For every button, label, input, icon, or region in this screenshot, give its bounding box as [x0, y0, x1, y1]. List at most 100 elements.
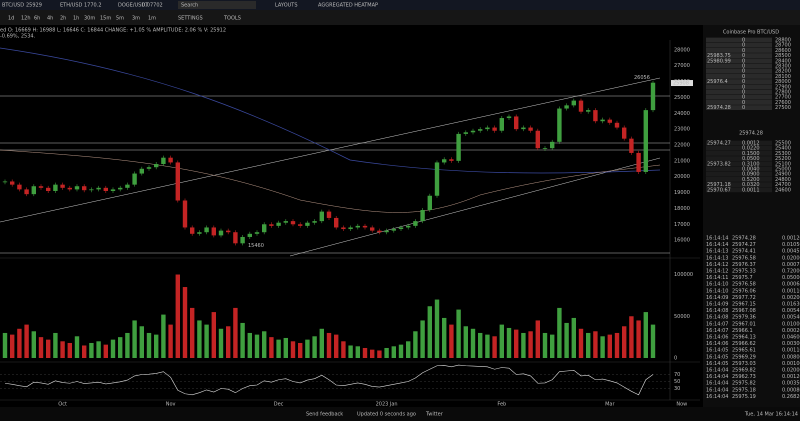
candle [31, 186, 36, 195]
trade-price: 25969.82 [732, 368, 756, 374]
volume-bar [377, 350, 382, 358]
candle [276, 222, 281, 226]
volume-bar [622, 326, 627, 358]
orderbook-price: 25974.28 [707, 105, 731, 111]
volume-bar [391, 346, 396, 358]
candle [319, 211, 324, 222]
orderbook-level: 24900 [775, 172, 791, 178]
timeframe[interactable]: 1d [8, 16, 14, 22]
volume-bar [197, 320, 202, 358]
orderbook-row [706, 48, 772, 53]
orderbook-title: Coinbase Pro BTC/USD [723, 30, 779, 36]
timeframe[interactable]: 12h [21, 16, 31, 22]
footer-link[interactable]: Twitter [425, 412, 444, 418]
volume-bar [269, 337, 274, 358]
candle [643, 110, 648, 172]
trade-size: 0.00300 [782, 341, 800, 347]
trade-time: 16:14:14 [706, 242, 728, 248]
candle [38, 186, 44, 188]
candle [67, 187, 72, 190]
candle [154, 164, 159, 168]
candle [463, 132, 468, 134]
orderbook-level: 27800 [775, 90, 791, 96]
trade-time: 16:14:04 [706, 374, 728, 380]
timeframe[interactable]: 1m [148, 16, 156, 22]
trade-time: 16:14:06 [706, 341, 728, 347]
moving-average [0, 47, 661, 174]
orderbook-row [706, 53, 772, 58]
candle [355, 225, 360, 228]
volume-bar [305, 339, 310, 358]
candle [175, 162, 180, 201]
y-tick-label: 18000 [674, 206, 690, 212]
candle [614, 122, 620, 128]
timeframe[interactable]: 30m [84, 16, 95, 22]
candle [420, 210, 425, 222]
toolbar-item[interactable]: SETTINGS [178, 16, 203, 22]
volume-bar [312, 336, 317, 358]
volume-bar [53, 332, 58, 358]
candle [514, 116, 519, 130]
orderbook-size: 0.0220 [742, 146, 760, 152]
footer-link[interactable]: Send feedback [306, 412, 343, 418]
menu-item[interactable]: AGGREGATED HEATMAP [318, 3, 378, 9]
orderbook-size: 0 [742, 95, 745, 101]
orderbook-level: 25000 [775, 167, 791, 173]
last-price: 25908 [673, 81, 689, 87]
candle [168, 157, 173, 163]
candle [442, 159, 447, 163]
orderbook-level: 28100 [775, 74, 791, 80]
trade-price: 25979.36 [732, 315, 756, 321]
volume-bar [434, 299, 440, 358]
ticker-symbol[interactable]: BTC/USD [2, 3, 24, 9]
volume-bar [499, 324, 504, 358]
trade-size: 0.72000 [782, 269, 800, 275]
timeframe[interactable]: 3m [132, 16, 140, 22]
volume-bar [449, 324, 454, 358]
candle [46, 187, 51, 191]
orderbook-price: 25970.67 [707, 187, 731, 193]
volume-bar [492, 336, 497, 358]
orderbook-row [706, 105, 772, 110]
orderbook-row [706, 187, 772, 193]
volume-bar [398, 344, 404, 358]
candle [211, 227, 216, 236]
volume-bar [233, 307, 238, 358]
candle [341, 227, 346, 230]
y-tick-label: 23000 [674, 127, 690, 133]
ticker-symbol[interactable]: DOGE/USDT [118, 3, 149, 9]
timeframe[interactable]: 15m [100, 16, 111, 22]
candle [391, 229, 396, 231]
orderbook-level: 25100 [775, 161, 791, 167]
orderbook-level: 28200 [775, 69, 791, 75]
volume-bar [370, 349, 375, 358]
orderbook-level: 27600 [775, 100, 791, 106]
x-tick-label: Feb [497, 402, 506, 408]
timeframe[interactable]: 2h [60, 16, 66, 22]
timeframe[interactable]: 5m [116, 16, 124, 22]
orderbook-size: 0.0040 [742, 167, 760, 173]
timeframe[interactable]: 6h [34, 16, 40, 22]
trade-price: 25974.27 [732, 242, 756, 248]
trade-size: 0.00800 [782, 354, 800, 360]
orderbook-row [706, 182, 772, 187]
orderbook-mid: 25974.28 [739, 131, 763, 137]
volume-bar [600, 336, 605, 358]
ticker-symbol[interactable]: ETH/USD [60, 3, 82, 9]
candle [485, 127, 490, 130]
candle [629, 138, 634, 153]
volume-bar [636, 320, 641, 358]
orderbook-size: 0 [742, 90, 745, 96]
search-box[interactable] [178, 1, 256, 9]
timeframe[interactable]: 1h [73, 16, 79, 22]
orderbook-price: 25973.82 [707, 161, 731, 167]
candle [607, 119, 612, 123]
menu-item[interactable]: LAYOUTS [275, 3, 298, 9]
trade-size: 0.00540 [782, 315, 800, 321]
volume-bar [110, 339, 116, 358]
timeframe[interactable]: 4h [47, 16, 53, 22]
candle [571, 100, 576, 106]
volume-bar [478, 332, 483, 358]
toolbar-item[interactable]: TOOLS [223, 16, 241, 22]
